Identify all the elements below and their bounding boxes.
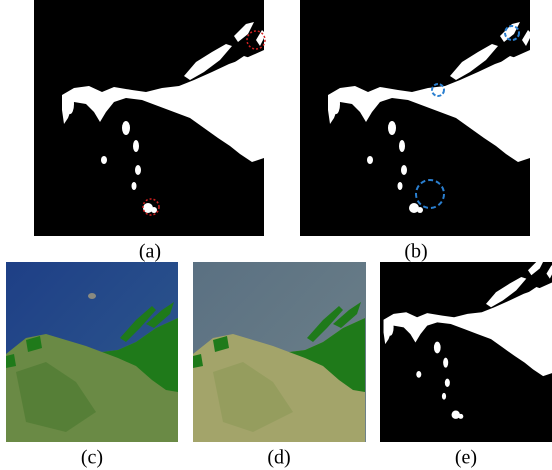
panel-label: (e): [455, 447, 477, 469]
panel-label: (d): [267, 447, 290, 469]
panel-d: (d): [193, 262, 366, 469]
panel-c: (c): [6, 262, 178, 469]
panel-label: (b): [404, 241, 427, 263]
panel-label: (a): [139, 241, 161, 263]
figure: (a) (b) (c) (d) (e): [0, 0, 552, 470]
panel-e: (e): [380, 258, 552, 468]
panel-a: (a): [34, 0, 266, 263]
panel-label: (c): [81, 447, 103, 469]
panel-b: (b): [300, 0, 532, 263]
